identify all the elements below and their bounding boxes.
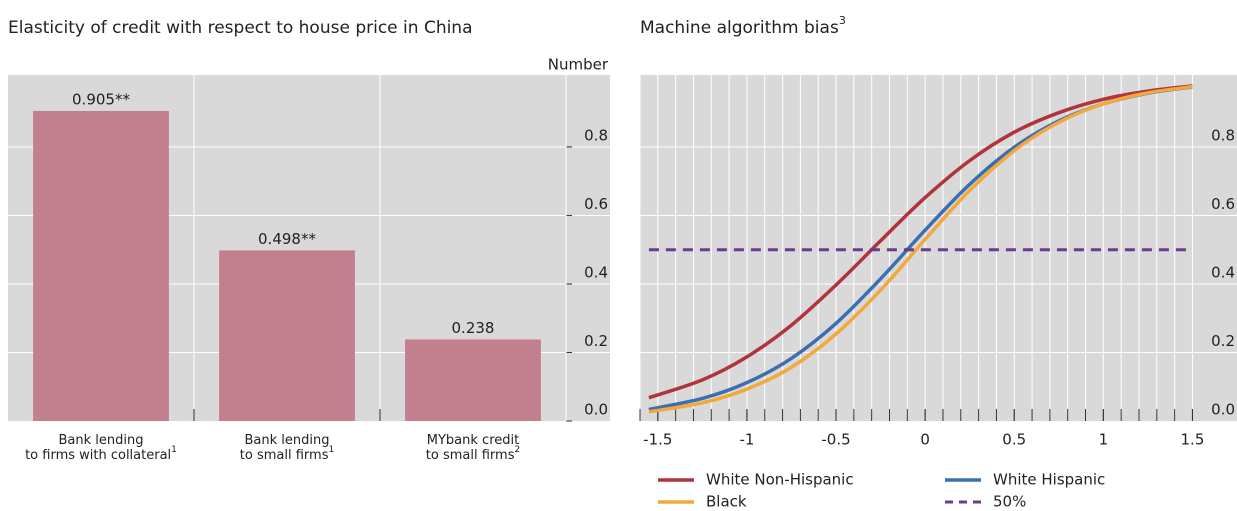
legend-label: 50%: [993, 493, 1026, 511]
y-tick-label: 0.6: [1211, 195, 1235, 213]
y-tick-label: 0.8: [584, 126, 608, 144]
y-axis-label: Number: [548, 56, 609, 74]
footnote-mark: 3: [839, 14, 846, 27]
series-line: [648, 84, 1193, 400]
bar: [33, 110, 169, 421]
footnote-mark: 2: [514, 445, 520, 455]
x-tick-label: 0.5: [1002, 431, 1026, 449]
y-tick-label: 0.4: [584, 263, 608, 281]
chart-title: Elasticity of credit with respect to hou…: [8, 18, 473, 38]
x-tick-label: -1: [739, 431, 754, 449]
legend-label: Black: [706, 493, 747, 511]
x-tick-label: 1.5: [1181, 431, 1205, 449]
y-tick-label: 0.8: [1211, 126, 1235, 144]
y-tick-label: 0.2: [1211, 332, 1235, 350]
footnote-mark: 1: [171, 445, 177, 455]
y-tick-label: 0.6: [584, 195, 608, 213]
legend-label: White Non-Hispanic: [706, 471, 854, 489]
x-tick-label: to small firms2: [426, 445, 520, 463]
x-tick-label: -0.5: [821, 431, 850, 449]
x-tick-label: Bank lending: [59, 433, 144, 448]
bar: [219, 250, 355, 421]
x-tick-label: -1.5: [643, 431, 672, 449]
label-line: Bank lending: [245, 433, 330, 448]
value-label: 0.498**: [258, 230, 316, 248]
x-tick-label: to firms with collateral1: [25, 445, 177, 463]
y-tick-label: 0.0: [1211, 401, 1235, 419]
x-tick-label: 1: [1099, 431, 1109, 449]
x-tick-label: Bank lending: [245, 433, 330, 448]
x-tick-label: 0: [920, 431, 930, 449]
y-tick-label: 0.2: [584, 332, 608, 350]
footnote-mark: 1: [328, 445, 334, 455]
x-tick-label: MYbank credit: [427, 433, 519, 448]
value-label: 0.238: [452, 319, 495, 337]
label-line: to small firms: [240, 448, 329, 463]
x-tick-label: to small firms1: [240, 445, 334, 463]
label-line: to small firms: [426, 448, 515, 463]
series-line: [648, 84, 1193, 414]
label-line: MYbank credit: [427, 433, 519, 448]
label-line: Bank lending: [59, 433, 144, 448]
title-text: Machine algorithm bias: [640, 18, 839, 38]
bar: [405, 339, 541, 421]
legend-label: White Hispanic: [993, 471, 1105, 489]
label-line: to firms with collateral: [25, 448, 171, 463]
value-label: 0.905**: [72, 90, 130, 108]
y-tick-label: 0.4: [1211, 263, 1235, 281]
chart-title: Machine algorithm bias3: [640, 14, 846, 38]
y-tick-label: 0.0: [584, 401, 608, 419]
